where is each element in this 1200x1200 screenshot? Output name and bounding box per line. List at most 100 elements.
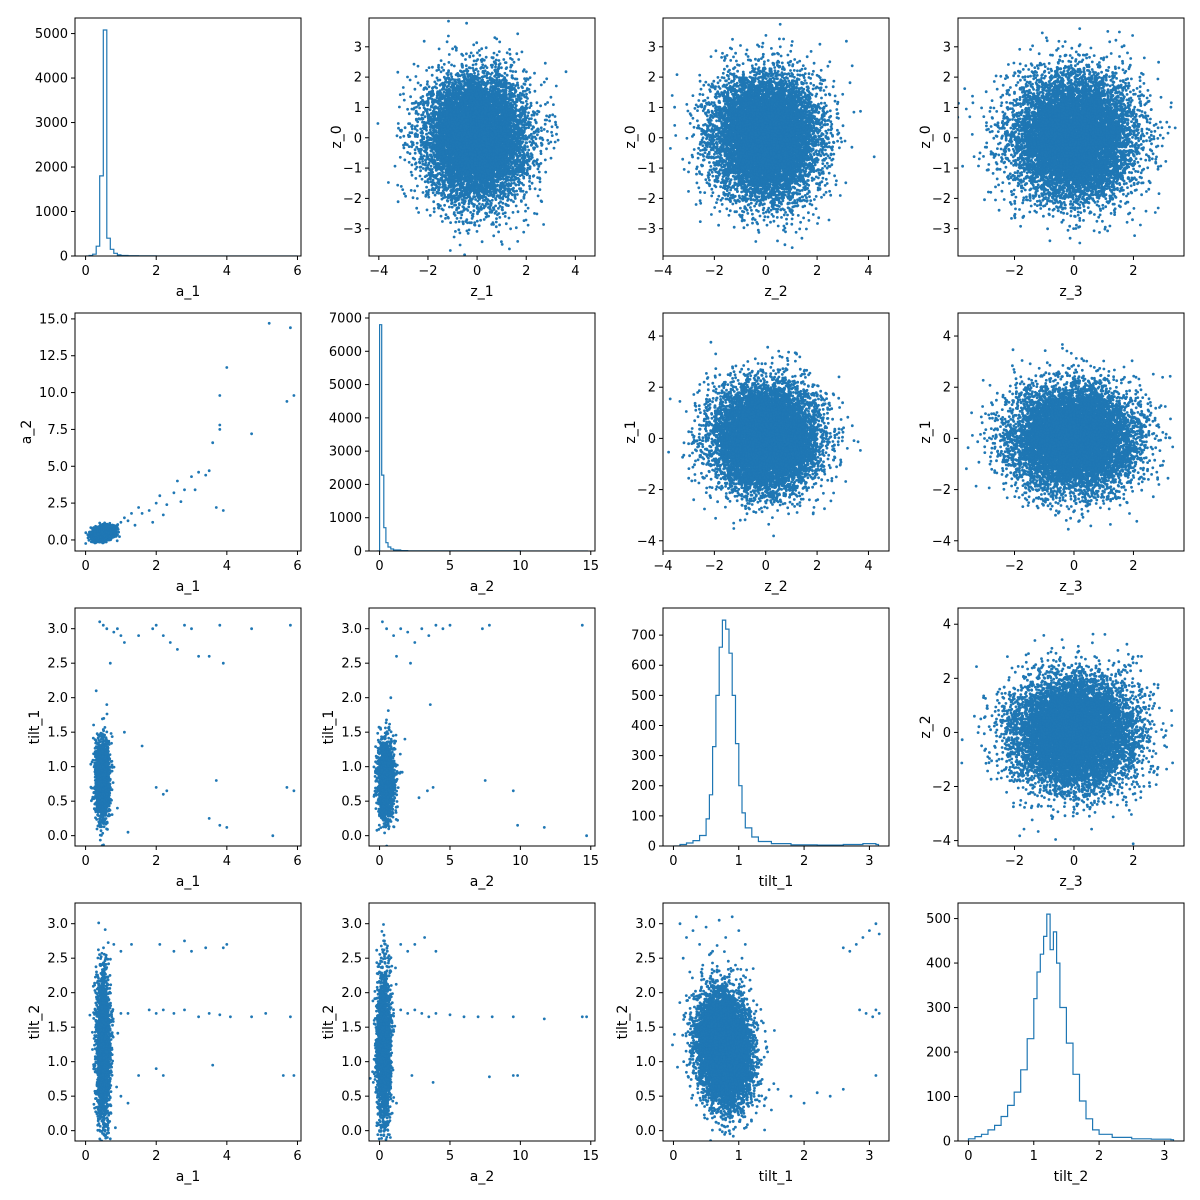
x-axis-label: a_1 [176,284,201,300]
scatter-point [525,141,528,144]
scatter-point [472,64,475,67]
scatter-point [540,129,543,132]
scatter-point [536,133,539,136]
scatter-point [465,64,468,67]
scatter-point [403,99,406,102]
scatter-point [540,152,543,155]
scatter-point [491,64,494,67]
scatter-point [408,161,411,164]
scatter-point [445,189,448,192]
scatter-point [429,108,432,111]
scatter-point [414,152,417,155]
scatter-point [516,100,519,103]
scatter-point [460,214,463,217]
scatter-point [502,58,505,61]
scatter-point [425,161,428,164]
scatter-point [512,211,515,214]
scatter-point [404,126,407,129]
scatter-point [472,203,475,206]
scatter-point [443,189,446,192]
scatter-point [504,72,507,75]
scatter-point [399,136,402,139]
scatter-point [498,216,501,219]
scatter-point [528,106,531,109]
scatter-point [416,185,419,188]
scatter-point [499,62,502,65]
scatter-point [527,149,530,152]
scatter-point [447,216,450,219]
scatter-point [531,154,534,157]
scatter-point [554,123,557,126]
scatter-point [396,71,399,74]
scatter-point [548,120,551,123]
scatter-point [501,243,504,246]
scatter-point [540,126,543,129]
scatter-point [546,139,549,142]
scatter-point [525,93,528,96]
scatter-point [410,189,413,192]
scatter-point [441,220,444,223]
scatter-point [419,175,422,178]
scatter-point [533,212,536,215]
scatter-point [515,226,518,229]
scatter-point [402,86,405,89]
scatter-point [397,127,400,130]
scatter-point [532,125,535,128]
scatter-point [528,91,531,94]
scatter-point [516,32,519,35]
scatter-point [458,202,461,205]
scatter-point [546,101,549,104]
scatter-point [527,224,530,227]
scatter-point [485,56,488,59]
scatter-point [521,51,524,54]
x-tick-label: 0 [81,264,89,279]
plot-area [377,20,568,267]
scatter-point [481,63,484,66]
scatter-point [425,133,428,136]
scatter-point [425,186,428,189]
scatter-point [495,217,498,220]
scatter-point [500,66,503,69]
scatter-point [426,80,429,83]
scatter-point [414,168,417,171]
scatter-point [426,83,429,86]
scatter-point [477,70,480,73]
scatter-point [547,142,550,145]
scatter-point [478,49,481,52]
scatter-point [430,165,433,168]
scatter-point [476,220,479,223]
scatter-point [550,96,553,99]
scatter-point [492,234,495,237]
histogram-step [86,30,298,256]
scatter-point [418,107,421,110]
scatter-point [412,196,415,199]
scatter-point [434,194,437,197]
scatter-point [423,155,426,158]
scatter-point [498,59,501,62]
scatter-point [428,189,431,192]
scatter-point [485,46,488,49]
scatter-point [526,145,529,148]
scatter-point [401,188,404,191]
scatter-point [450,75,453,78]
scatter-point [491,199,494,202]
scatter-point [495,210,498,213]
y-tick-label: 1000 [35,205,68,220]
scatter-point [445,213,448,216]
scatter-point [515,98,518,101]
scatter-point [415,207,418,210]
scatter-point [509,70,512,73]
scatter-point [448,53,451,56]
scatter-point [526,87,529,90]
scatter-point [470,52,473,55]
scatter-point [544,171,547,174]
scatter-point [528,117,531,120]
scatter-point [414,148,417,151]
scatter-point [544,159,547,162]
scatter-point [513,61,516,64]
scatter-point [425,190,428,193]
scatter-point [421,178,424,181]
scatter-point [387,181,390,184]
scatter-point [438,129,441,132]
scatter-point [525,70,528,73]
